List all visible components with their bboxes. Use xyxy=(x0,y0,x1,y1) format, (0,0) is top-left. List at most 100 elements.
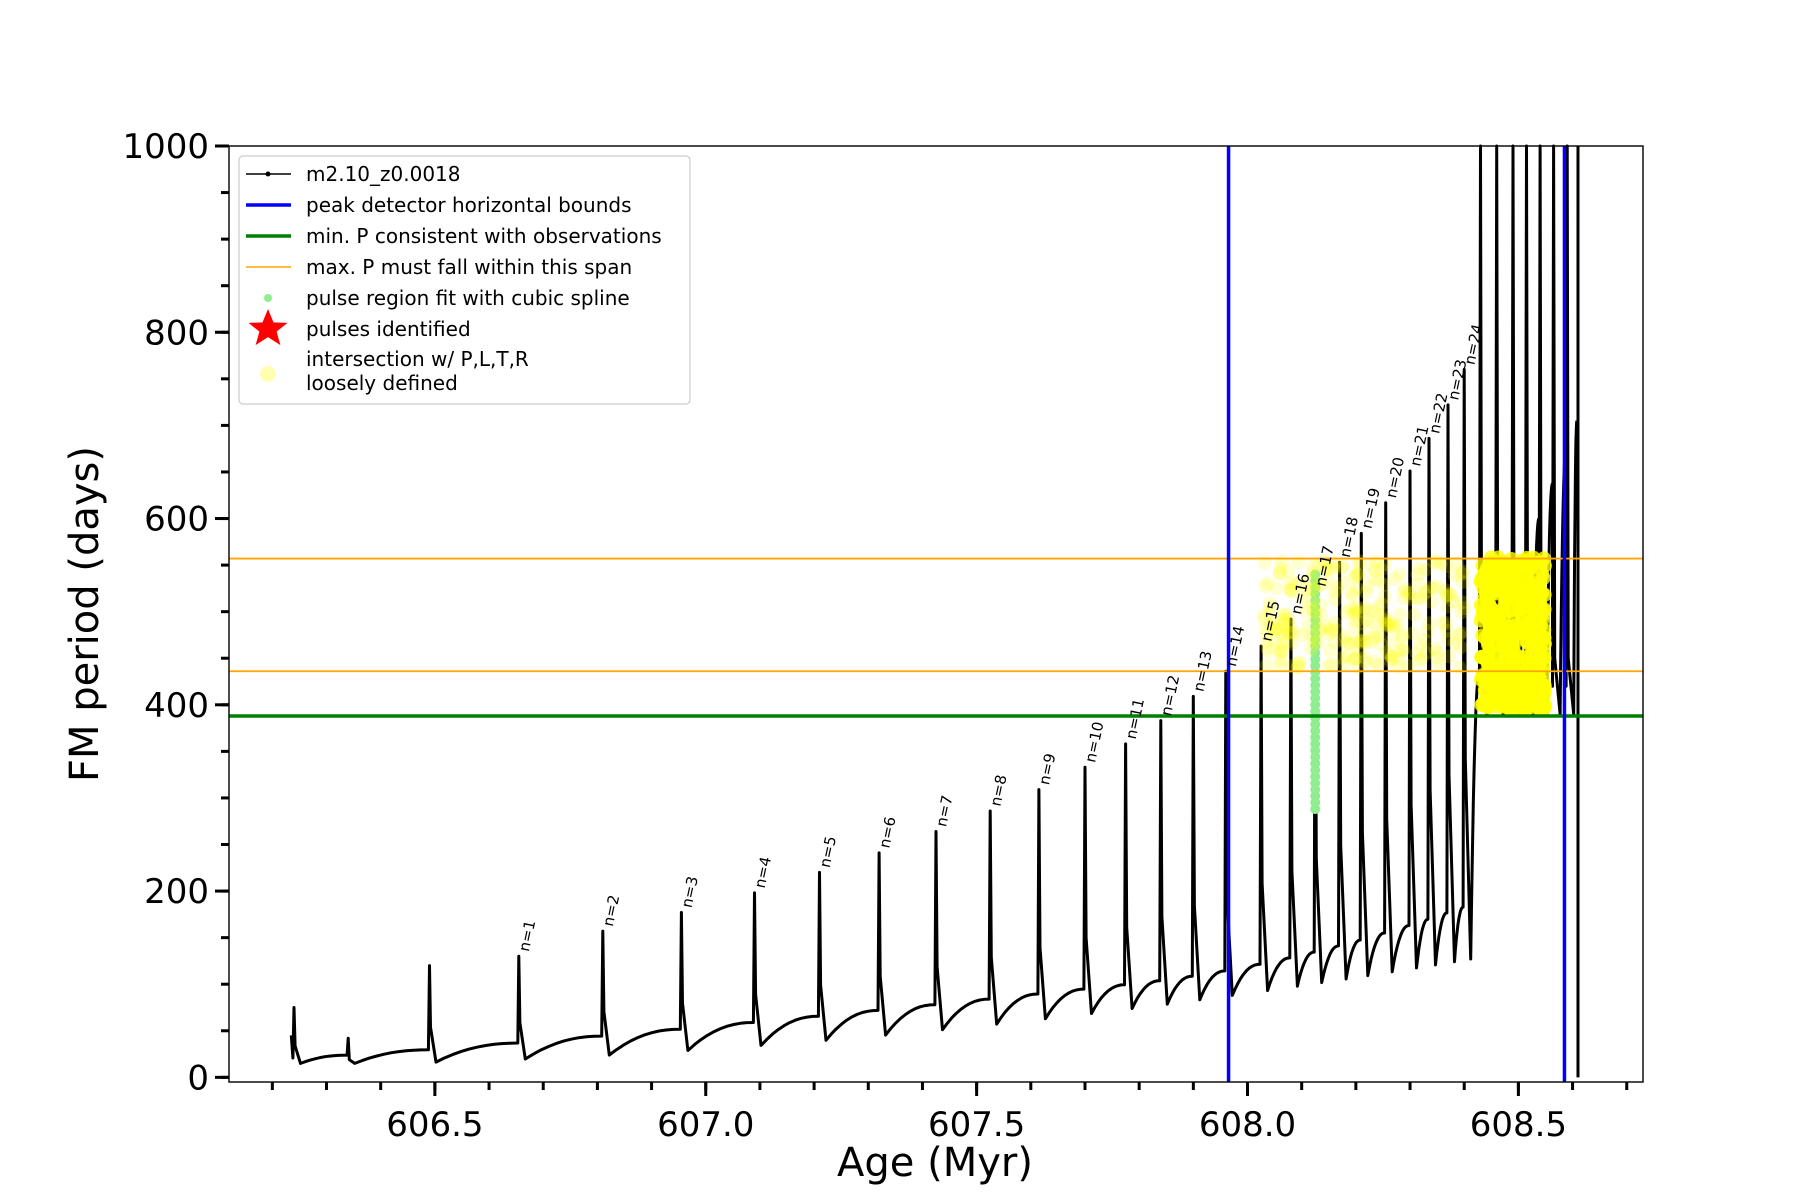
intersection-point xyxy=(1348,635,1363,650)
intersection-point xyxy=(1443,587,1458,602)
intersection-point xyxy=(1380,617,1395,632)
intersection-point xyxy=(1273,645,1288,660)
intersection-point xyxy=(1352,643,1367,658)
intersection-point xyxy=(1339,648,1354,663)
intersection-point xyxy=(1371,573,1386,588)
intersection-point xyxy=(1304,593,1319,608)
intersection-point xyxy=(1349,650,1364,665)
intersection-point xyxy=(1256,612,1271,627)
intersection-point xyxy=(1326,560,1341,575)
legend-item-max-p: max. P must fall within this span xyxy=(246,255,632,279)
intersection-point xyxy=(1351,556,1366,571)
intersection-point xyxy=(1283,584,1298,599)
intersection-point xyxy=(1500,633,1515,648)
plot-frame xyxy=(228,145,1644,1083)
intersection-point xyxy=(1386,620,1401,635)
intersection-point xyxy=(1327,635,1342,650)
intersection-point xyxy=(1413,638,1428,653)
intersection-point xyxy=(1347,652,1362,667)
intersection-point xyxy=(1454,595,1469,610)
intersection-point xyxy=(1272,566,1287,581)
intersection-point xyxy=(1480,634,1495,649)
intersection-point xyxy=(1281,612,1296,627)
intersection-point xyxy=(1377,557,1392,572)
intersection-point xyxy=(1359,635,1374,650)
intersection-point xyxy=(1529,578,1544,593)
intersection-point xyxy=(1293,655,1308,670)
intersection-point xyxy=(1306,558,1321,573)
intersection-point xyxy=(1313,622,1328,637)
intersection-point xyxy=(1347,651,1362,666)
intersection-point xyxy=(1281,625,1296,640)
intersection-point xyxy=(1410,591,1425,606)
intersection-point xyxy=(1365,604,1380,619)
intersection-point xyxy=(1506,612,1521,627)
intersection-point xyxy=(1259,634,1274,649)
intersection-point xyxy=(1274,638,1289,653)
intersection-point xyxy=(1513,560,1528,575)
intersection-point xyxy=(1267,622,1282,637)
intersection-point xyxy=(1530,660,1545,675)
intersection-point xyxy=(1448,636,1463,651)
intersection-point xyxy=(1452,628,1467,643)
intersection-point xyxy=(1324,657,1339,672)
intersection-point xyxy=(1262,596,1277,611)
x-tick-label: 608.0 xyxy=(1199,1105,1296,1145)
intersection-point xyxy=(1349,581,1364,596)
intersection-point xyxy=(1334,561,1349,576)
intersection-point xyxy=(1363,634,1378,649)
intersection-point xyxy=(1260,627,1275,642)
intersection-point xyxy=(1304,581,1319,596)
intersection-point xyxy=(1304,628,1319,643)
legend-intersection-marker xyxy=(260,366,276,382)
intersection-point xyxy=(1313,597,1328,612)
intersection-point xyxy=(1323,622,1338,637)
intersection-point xyxy=(1347,570,1362,585)
intersection-point xyxy=(1479,649,1494,664)
intersection-point xyxy=(1477,693,1492,708)
legend-intersection-line1: intersection w/ P,L,T,R xyxy=(306,347,529,371)
intersection-point xyxy=(1452,660,1467,675)
y-tick-label: 800 xyxy=(144,313,209,353)
intersection-point xyxy=(1440,588,1455,603)
intersection-point xyxy=(1291,575,1306,590)
legend: m2.10_z0.0018 peak detector horizontal b… xyxy=(238,155,691,405)
intersection-point xyxy=(1355,616,1370,631)
intersection-point xyxy=(1382,647,1397,662)
legend-intersection-label: intersection w/ P,L,T,R loosely defined xyxy=(306,347,535,395)
intersection-point xyxy=(1524,671,1539,686)
intersection-point xyxy=(1343,601,1358,616)
legend-item-bounds: peak detector horizontal bounds xyxy=(246,193,632,217)
intersection-point xyxy=(1346,607,1361,622)
intersection-point xyxy=(1418,562,1433,577)
intersection-point xyxy=(1259,658,1274,673)
intersection-point xyxy=(1443,586,1458,601)
intersection-point xyxy=(1258,579,1273,594)
intersection-point xyxy=(1379,645,1394,660)
intersection-point xyxy=(1306,583,1321,598)
intersection-point xyxy=(1395,643,1410,658)
legend-min-p-label: min. P consistent with observations xyxy=(306,224,662,248)
intersection-point xyxy=(1314,608,1329,623)
legend-spline-marker xyxy=(264,294,272,302)
intersection-point xyxy=(1431,657,1446,672)
intersection-point xyxy=(1262,607,1277,622)
intersection-point xyxy=(1438,583,1453,598)
legend-item-track: m2.10_z0.0018 xyxy=(246,162,461,186)
spline-point xyxy=(1310,569,1321,580)
intersection-point xyxy=(1441,632,1456,647)
intersection-point xyxy=(1291,656,1306,671)
intersection-point xyxy=(1282,582,1297,597)
intersection-point xyxy=(1407,607,1422,622)
intersection-point xyxy=(1340,636,1355,651)
intersection-point xyxy=(1318,558,1333,573)
intersection-point xyxy=(1282,618,1297,633)
intersection-point xyxy=(1298,582,1313,597)
intersection-point xyxy=(1275,622,1290,637)
intersection-point xyxy=(1412,590,1427,605)
intersection-point xyxy=(1279,625,1294,640)
intersection-point xyxy=(1456,564,1471,579)
intersection-point xyxy=(1294,590,1309,605)
intersection-point xyxy=(1494,667,1509,682)
intersection-point xyxy=(1498,620,1513,635)
